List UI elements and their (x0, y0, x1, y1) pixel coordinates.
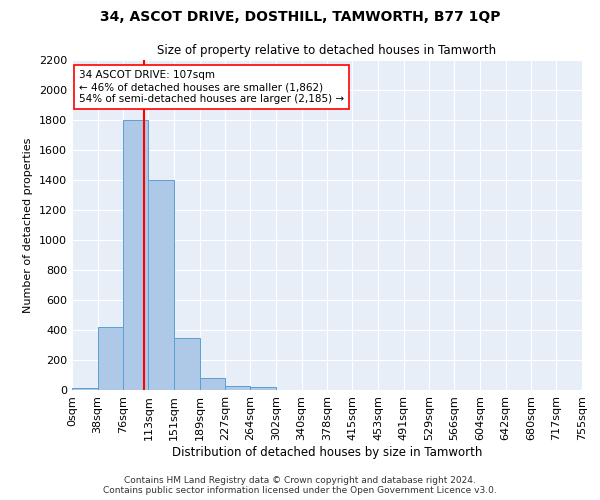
Bar (72, 388, 98, 390)
Text: Contains HM Land Registry data © Crown copyright and database right 2024.
Contai: Contains HM Land Registry data © Crown c… (103, 476, 497, 495)
Text: 34, ASCOT DRIVE, DOSTHILL, TAMWORTH, B77 1QP: 34, ASCOT DRIVE, DOSTHILL, TAMWORTH, B77… (100, 10, 500, 24)
Y-axis label: Number of detached properties: Number of detached properties (23, 138, 34, 312)
Text: 34 ASCOT DRIVE: 107sqm
← 46% of detached houses are smaller (1,862)
54% of semi-: 34 ASCOT DRIVE: 107sqm ← 46% of detached… (79, 70, 344, 104)
Bar (148, 180, 174, 390)
Bar (250, 388, 276, 390)
Bar (174, 338, 200, 390)
Bar (226, 386, 250, 390)
Title: Size of property relative to detached houses in Tamworth: Size of property relative to detached ho… (157, 44, 497, 58)
X-axis label: Distribution of detached houses by size in Tamworth: Distribution of detached houses by size … (172, 446, 482, 458)
Bar (124, 120, 148, 390)
Bar (98, 327, 124, 390)
Bar (200, 378, 226, 390)
